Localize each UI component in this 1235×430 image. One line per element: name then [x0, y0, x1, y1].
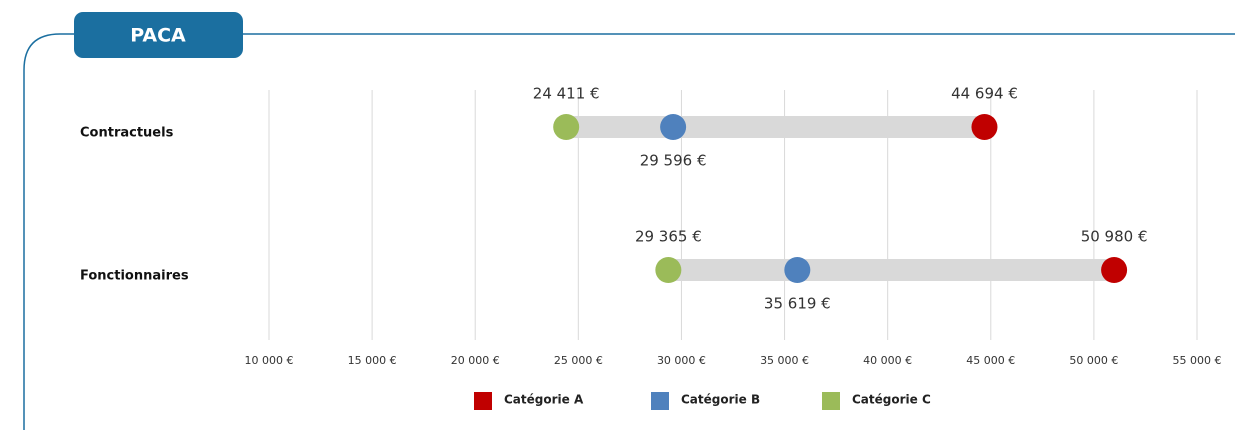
value-label: 44 694 €	[951, 85, 1018, 103]
category-label: Fonctionnaires	[80, 269, 189, 284]
legend-swatch	[474, 392, 492, 410]
value-label: 29 365 €	[635, 228, 702, 246]
category-label: Contractuels	[80, 126, 174, 141]
dot	[1101, 257, 1128, 283]
value-label: 50 980 €	[1081, 228, 1148, 246]
x-tick-label: 10 000 €	[245, 354, 294, 367]
x-tick-label: 55 000 €	[1173, 354, 1222, 367]
value-label: 24 411 €	[533, 85, 600, 103]
legend-label: Catégorie A	[504, 393, 584, 407]
legend-label: Catégorie B	[681, 393, 760, 407]
dot	[784, 257, 811, 283]
x-tick-label: 50 000 €	[1069, 354, 1118, 367]
x-tick-label: 35 000 €	[760, 354, 809, 367]
dot	[655, 257, 682, 283]
frame	[23, 33, 1235, 430]
legend-label: Catégorie C	[852, 393, 931, 407]
range-bar	[668, 259, 1115, 281]
value-label: 29 596 €	[640, 152, 707, 170]
value-label: 35 619 €	[764, 295, 831, 313]
header-title: PACA	[130, 25, 186, 47]
x-tick-label: 20 000 €	[451, 354, 500, 367]
dot	[553, 114, 580, 140]
x-tick-label: 25 000 €	[554, 354, 603, 367]
x-tick-label: 15 000 €	[348, 354, 397, 367]
range-bar	[566, 116, 985, 138]
dot	[971, 114, 998, 140]
legend-swatch	[651, 392, 669, 410]
dot	[660, 114, 687, 140]
x-tick-label: 40 000 €	[863, 354, 912, 367]
legend-swatch	[822, 392, 840, 410]
x-tick-label: 45 000 €	[966, 354, 1015, 367]
x-tick-label: 30 000 €	[657, 354, 706, 367]
header-box	[74, 12, 243, 58]
